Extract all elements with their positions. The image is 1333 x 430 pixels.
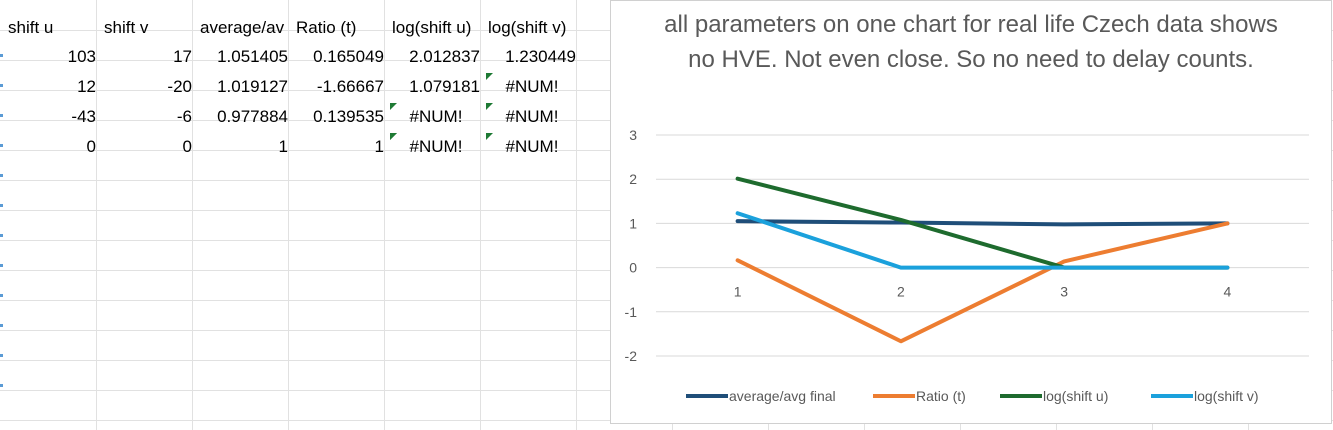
data-cell[interactable]: #NUM! [505, 77, 559, 96]
column-gridline [384, 0, 385, 430]
x-tick-label: 4 [1223, 284, 1231, 300]
chart-title: all parameters on one chart for real lif… [664, 11, 1278, 73]
y-tick-label: 2 [629, 171, 637, 187]
column-gridline [480, 0, 481, 430]
legend-label: average/avg final [729, 388, 836, 404]
data-cell[interactable]: 0 [86, 137, 96, 156]
y-tick-label: -1 [625, 304, 638, 320]
data-cell[interactable]: #NUM! [505, 137, 559, 156]
column-gridline [192, 0, 193, 430]
error-indicator-icon[interactable] [486, 73, 493, 80]
y-tick-label: 1 [629, 215, 637, 231]
column-gridline [96, 0, 97, 430]
x-tick-label: 1 [734, 284, 742, 300]
column-gridline [576, 0, 577, 430]
error-indicator-icon[interactable] [390, 133, 397, 140]
x-tick-label: 2 [897, 284, 905, 300]
header-cell[interactable]: average/av [200, 18, 285, 37]
header-cell[interactable]: log(shift u) [392, 18, 472, 37]
data-cell[interactable]: 0.139535 [313, 107, 384, 126]
data-cell[interactable]: -20 [167, 77, 192, 96]
series-line [735, 211, 1230, 270]
data-cell[interactable]: -6 [176, 107, 192, 126]
data-cell[interactable]: 0 [182, 137, 192, 156]
legend-label: log(shift v) [1194, 388, 1259, 404]
legend-label: Ratio (t) [916, 388, 966, 404]
row-marker [0, 234, 3, 237]
data-cell[interactable]: 12 [77, 77, 96, 96]
data-cell[interactable]: 1 [278, 137, 288, 156]
data-cell[interactable]: -43 [71, 107, 96, 126]
row-marker [0, 114, 3, 117]
data-cell[interactable]: -1.66667 [316, 77, 384, 96]
data-cell[interactable]: 17 [173, 47, 192, 66]
header-cell[interactable]: log(shift v) [488, 18, 567, 37]
data-cell[interactable]: 1.051405 [217, 47, 288, 66]
legend-label: log(shift u) [1043, 388, 1108, 404]
header-cell[interactable]: shift v [104, 18, 149, 37]
x-tick-label: 3 [1060, 284, 1068, 300]
row-marker [0, 294, 3, 297]
row-marker [0, 354, 3, 357]
error-indicator-icon[interactable] [486, 133, 493, 140]
chart-plot: 3 2 1 0 -1 -2 1 2 3 4 average/avg final Ratio (t) lo… [625, 127, 1309, 404]
header-cell[interactable]: Ratio (t) [296, 18, 357, 37]
data-cell[interactable]: 1 [374, 137, 384, 156]
data-cell[interactable]: 1.079181 [409, 77, 480, 96]
row-marker [0, 204, 3, 207]
data-cell[interactable]: #NUM! [409, 137, 463, 156]
data-cell[interactable]: 0.977884 [217, 107, 288, 126]
error-indicator-icon[interactable] [390, 103, 397, 110]
row-marker [0, 384, 3, 387]
row-marker [0, 54, 3, 57]
column-gridline [288, 0, 289, 430]
series-line [735, 221, 1230, 344]
series-line [735, 219, 1230, 227]
data-cell[interactable]: 103 [67, 47, 96, 66]
row-marker [0, 144, 3, 147]
data-cell[interactable]: #NUM! [409, 107, 463, 126]
y-tick-label: 0 [629, 260, 637, 276]
data-cell[interactable]: 2.012837 [409, 47, 480, 66]
y-tick-label: 3 [629, 127, 637, 143]
line-chart[interactable]: all parameters on one chart for real lif… [610, 0, 1332, 424]
data-cell[interactable]: #NUM! [505, 107, 559, 126]
error-indicator-icon[interactable] [486, 103, 493, 110]
row-marker [0, 174, 3, 177]
y-tick-label: -2 [625, 348, 638, 364]
data-cell[interactable]: 1.230449 [505, 47, 576, 66]
header-cell[interactable]: shift u [8, 18, 54, 37]
row-marker [0, 324, 3, 327]
data-cell[interactable]: 0.165049 [313, 47, 384, 66]
row-marker [0, 264, 3, 267]
row-marker [0, 84, 3, 87]
data-cell[interactable]: 1.019127 [217, 77, 288, 96]
